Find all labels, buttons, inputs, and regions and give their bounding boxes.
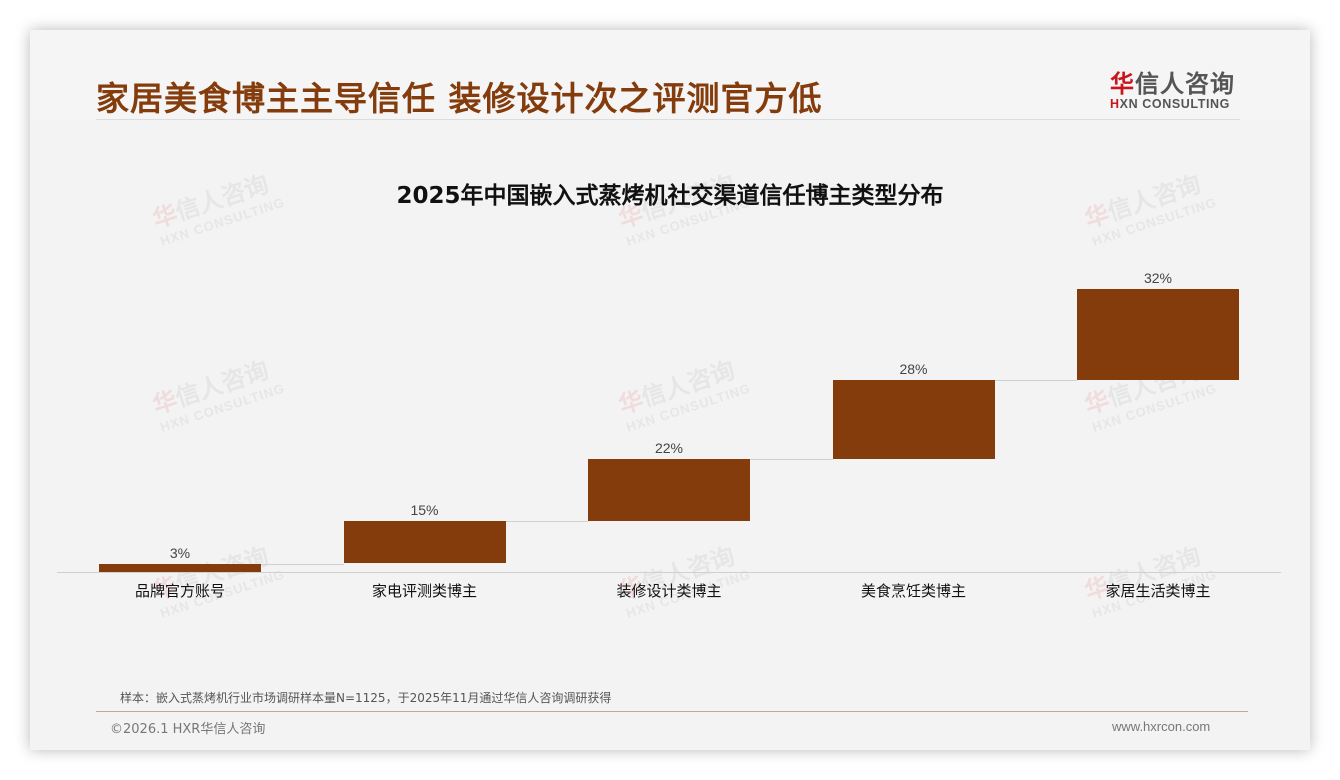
- page-title: 家居美食博主主导信任 装修设计次之评测官方低: [96, 79, 823, 118]
- copyright: ©2026.1 HXR华信人咨询: [110, 722, 266, 737]
- category-label: 装修设计类博主: [616, 582, 722, 600]
- chart-plot-area: 3% 品牌官方账号 15% 家电评测类博主 22% 装修设计类博主 28% 美食烹饪类博主 32…: [30, 30, 1310, 750]
- footer-divider: [96, 711, 1248, 712]
- sample-note: 样本：嵌入式蒸烤机行业市场调研样本量N=1125，于2025年11月通过华信人咨…: [120, 691, 612, 705]
- website-link[interactable]: www.hxrcon.com: [1112, 719, 1211, 734]
- bar-2: [343, 521, 506, 563]
- category-label: 美食烹饪类博主: [860, 582, 966, 600]
- slide: 家居美食博主主导信任 装修设计次之评测官方低 华信人咨询 HXN CONSULT…: [30, 30, 1310, 750]
- value-label: 28%: [899, 361, 928, 377]
- logo-cn: 华信人咨询: [1110, 70, 1235, 98]
- header-band: [30, 30, 1310, 120]
- bar-5: [1077, 289, 1239, 380]
- company-logo: 华信人咨询 HXN CONSULTING: [1110, 64, 1240, 111]
- x-axis-baseline: [57, 572, 1281, 573]
- category-label: 家居生活类博主: [1105, 582, 1211, 600]
- category-label: 家电评测类博主: [371, 582, 477, 600]
- waterfall-connector: [505, 521, 588, 522]
- value-label: 15%: [410, 502, 439, 518]
- waterfall-connector: [261, 564, 344, 565]
- category-label: 品牌官方账号: [134, 582, 225, 600]
- value-label: 22%: [654, 440, 684, 456]
- waterfall-connector: [994, 380, 1077, 381]
- value-label: 32%: [1143, 270, 1173, 286]
- bar-3: [588, 459, 750, 521]
- waterfall-connector: [750, 459, 833, 460]
- bar-4: [832, 380, 995, 459]
- title-divider: [96, 119, 1240, 120]
- value-label: 3%: [169, 545, 191, 561]
- logo-en: HXN CONSULTING: [1110, 97, 1230, 111]
- bar-1: [99, 564, 261, 572]
- chart-title: 2025年中国嵌入式蒸烤机社交渠道信任博主类型分布: [396, 183, 944, 209]
